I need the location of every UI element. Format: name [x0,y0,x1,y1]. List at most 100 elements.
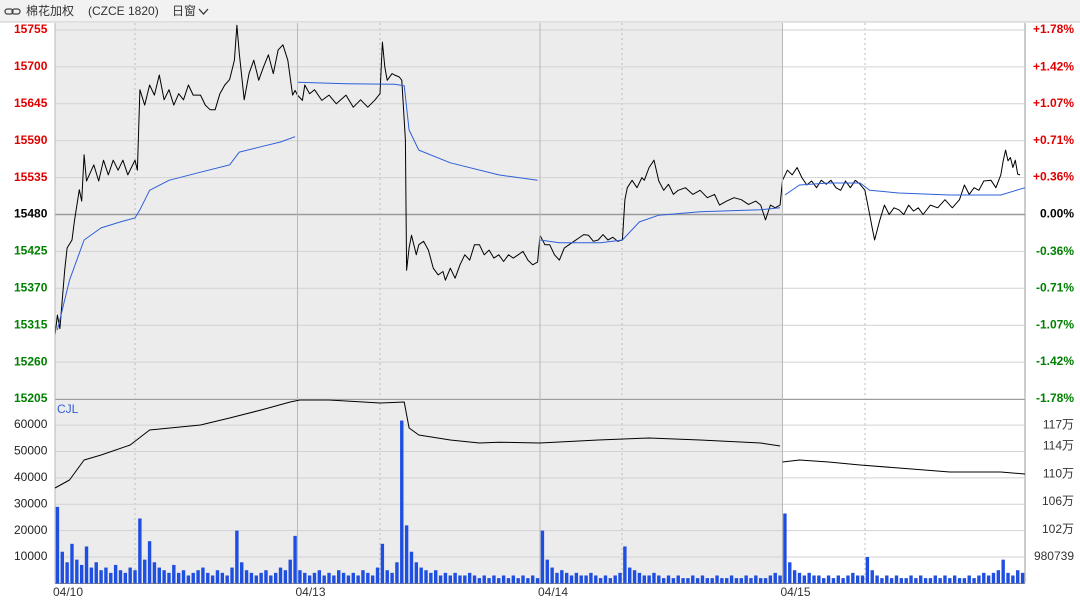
y2-tick-label: 110万 [1043,466,1074,480]
volume-bar [841,578,845,584]
volume-bar [991,572,996,584]
volume-bar [579,575,583,584]
volume-bar [269,575,273,584]
y2-tick-label: 114万 [1043,439,1074,453]
volume-bar [535,578,540,584]
y-tick-label: 15260 [14,354,48,368]
volume-bar [235,530,239,584]
y2-tick-label: +0.36% [1033,169,1074,183]
volume-bar [923,578,928,584]
volume-bar [438,575,443,584]
volume-bar [589,572,593,584]
volume-bar [666,575,671,584]
volume-bar [230,567,234,584]
volume-bar [89,567,94,584]
y2-tick-label: 117万 [1043,418,1074,432]
volume-bar [919,575,923,584]
volume-bar [283,570,288,584]
header-bar [0,0,1080,22]
volume-bar [744,575,748,584]
y-tick-label: 15370 [14,280,48,294]
y2-tick-label: +0.71% [1033,133,1074,147]
y2-tick-label: -0.36% [1036,244,1074,258]
volume-bar [889,578,894,584]
volume-bar [710,578,714,584]
volume-bar [380,543,385,584]
panel-label: CJL [57,402,79,416]
volume-bar [720,578,724,584]
volume-bar [244,570,249,584]
volume-bar [952,575,957,584]
volume-bar [482,575,486,584]
volume-bar [729,575,734,584]
volume-bar [909,575,913,584]
y-tick-label: 10000 [14,549,48,563]
y-tick-label: 15425 [14,244,48,258]
volume-bar [322,575,326,584]
volume-bar [594,575,598,584]
y2-tick-label: 980739 [1034,549,1074,563]
y2-tick-label: +1.42% [1033,59,1074,73]
x-tick-label: 04/10 [53,585,83,599]
volume-bar [1011,575,1015,584]
volume-bar [977,575,981,584]
volume-bar [501,575,506,584]
volume-bar [822,578,826,584]
volume-bar [390,572,394,584]
volume-bar [957,578,962,584]
volume-bar [632,570,637,584]
volume-bar [327,572,331,584]
volume-bar [453,572,457,584]
volume-bar [846,575,850,584]
volume-bar [613,575,617,584]
volume-bar [225,575,229,584]
volume-bar [259,572,263,584]
volume-bar [254,575,258,584]
volume-bar [206,572,210,584]
volume-bar [904,578,908,584]
volume-bar [560,570,564,584]
volume-bar [671,578,676,584]
volume-bar [356,575,360,584]
volume-bar [143,559,147,584]
volume-bar [899,578,904,584]
volume-bar [623,546,627,584]
volume-bar [516,578,520,584]
volume-bar [943,575,947,584]
volume-bar [79,564,84,584]
volume-bar [288,559,292,584]
volume-bar [928,578,933,584]
volume-bar [768,575,773,584]
volume-bar [555,572,559,584]
volume-bar [603,575,608,584]
volume-bar [210,575,215,584]
volume-bar [691,575,695,584]
volume-bar [434,570,438,584]
volume-bar [463,575,467,584]
volume-bar [370,575,375,584]
volume-bar [341,572,346,584]
x-tick-label: 04/14 [538,585,568,599]
volume-bar [337,570,341,584]
volume-bar [661,578,666,584]
volume-bar [788,562,792,584]
volume-bar [312,572,317,584]
volume-bar [176,572,181,584]
volume-bar [249,572,254,584]
volume-bar [443,572,448,584]
volume-bar [851,572,855,584]
volume-bar [152,562,157,584]
period-selector[interactable]: 日窗 [172,4,196,18]
volume-bar [584,575,588,584]
volume-bar [351,572,355,584]
volume-bar [472,575,477,584]
volume-bar [526,578,530,584]
x-tick-label: 04/15 [781,585,811,599]
volume-bar [972,578,976,584]
volume-bar [739,578,743,584]
volume-bar [70,543,74,584]
dropdown-arrow[interactable] [198,8,209,15]
y-tick-label: 30000 [14,496,48,510]
volume-bar [1020,572,1025,584]
